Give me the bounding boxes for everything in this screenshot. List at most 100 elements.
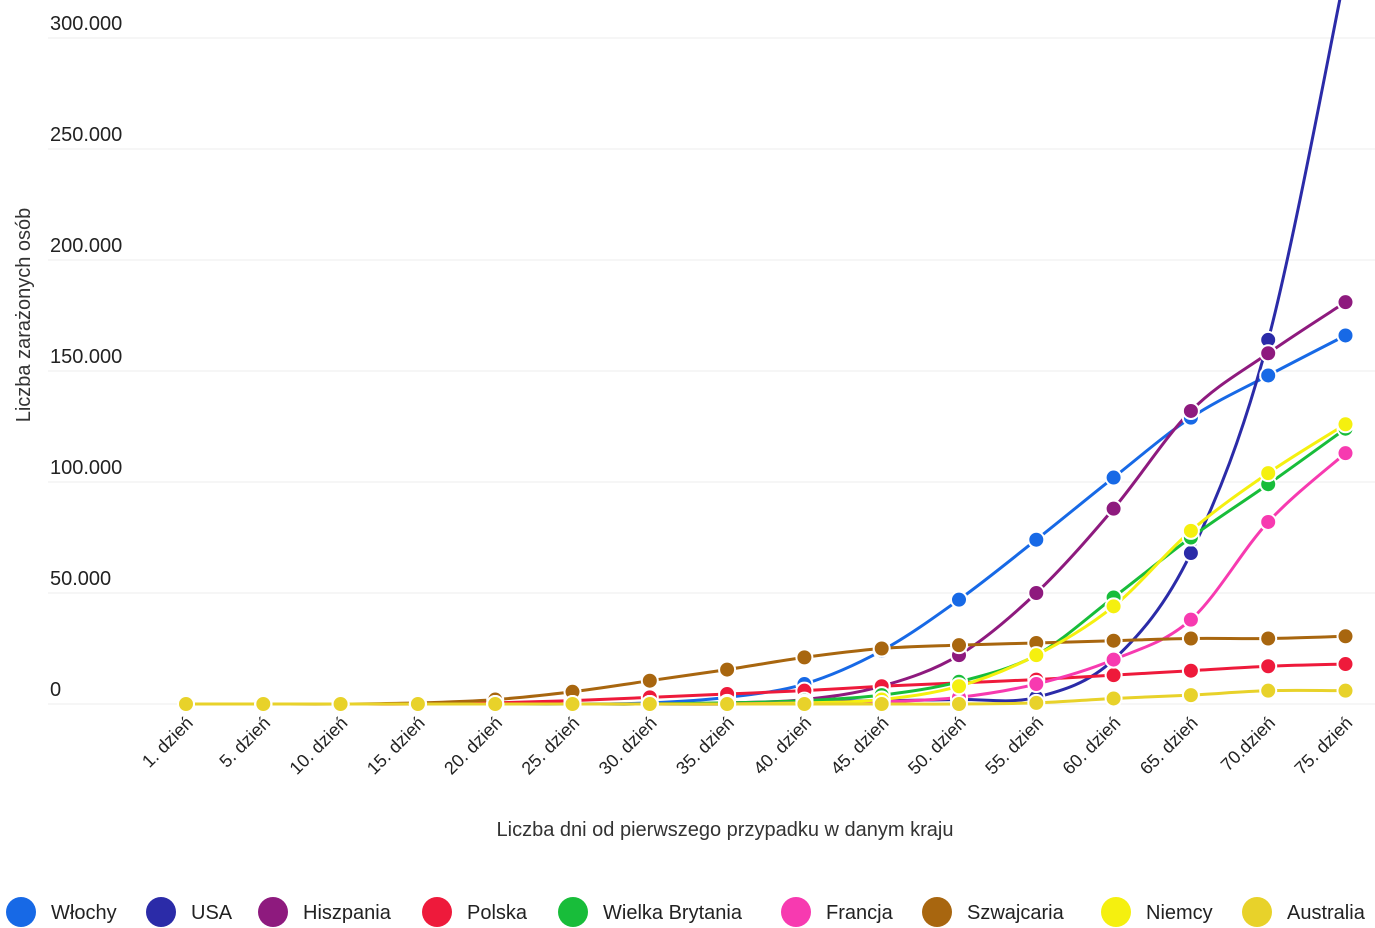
data-point[interactable] (1336, 415, 1355, 434)
x-tick-label: 1. dzień (138, 713, 197, 772)
legend-label[interactable]: Francja (826, 902, 894, 924)
legend-label[interactable]: Polska (467, 902, 528, 924)
y-axis-title: Liczba zarażonych osób (13, 208, 35, 423)
legend-swatch[interactable] (781, 897, 811, 927)
x-tick-label: 5. dzień (215, 713, 274, 772)
data-point[interactable] (1181, 610, 1200, 629)
data-point[interactable] (1027, 584, 1046, 602)
data-point[interactable] (1336, 293, 1355, 312)
legend-label[interactable]: Niemcy (1146, 902, 1213, 924)
data-point[interactable] (1104, 666, 1123, 685)
legend-swatch[interactable] (1101, 897, 1131, 927)
data-point[interactable] (950, 695, 968, 713)
data-point[interactable] (1181, 401, 1200, 420)
x-tick-label: 60. dzień (1059, 713, 1125, 779)
legend-swatch[interactable] (146, 897, 176, 927)
data-point[interactable] (1181, 521, 1200, 540)
data-point[interactable] (254, 695, 273, 713)
data-point[interactable] (872, 639, 891, 658)
legend-swatch[interactable] (6, 897, 36, 927)
data-point[interactable] (486, 695, 505, 713)
data-point[interactable] (1259, 366, 1278, 385)
legend-label[interactable]: Australia (1287, 902, 1366, 924)
x-tick-label: 20. dzień (440, 713, 506, 779)
data-point[interactable] (950, 590, 968, 609)
x-tick-label: 45. dzień (827, 713, 893, 779)
data-point[interactable] (1027, 675, 1046, 694)
data-point[interactable] (640, 695, 659, 713)
x-tick-label: 65. dzień (1136, 713, 1202, 779)
data-point[interactable] (1259, 464, 1278, 483)
x-tick-label: 75. dzień (1291, 713, 1357, 779)
legend-label[interactable]: Szwajcaria (967, 902, 1065, 924)
legend-swatch[interactable] (422, 897, 452, 927)
series-line (185, 662, 1346, 706)
gridlines (48, 37, 1375, 705)
data-point[interactable] (795, 695, 814, 713)
y-tick-label: 150.000 (50, 346, 122, 368)
series-line (185, 452, 1347, 706)
data-point[interactable] (1259, 629, 1278, 648)
data-point[interactable] (1027, 693, 1046, 712)
data-point[interactable] (1336, 681, 1355, 700)
data-point[interactable] (1104, 468, 1123, 487)
data-point[interactable] (1259, 512, 1278, 531)
y-tick-label: 0 (50, 679, 61, 701)
data-point[interactable] (1027, 530, 1046, 549)
legend-swatch[interactable] (922, 897, 952, 927)
legend: Włochy USA Hiszpania Polska Wielka Brytania F… (6, 897, 1366, 927)
y-tick-label: 300.000 (50, 13, 122, 35)
data-point[interactable] (872, 695, 891, 713)
series-line (185, 300, 1347, 706)
data-point[interactable] (640, 671, 659, 690)
data-point[interactable] (1181, 629, 1200, 648)
legend-label[interactable]: Włochy (51, 902, 117, 924)
data-point[interactable] (1181, 686, 1200, 705)
legend-swatch[interactable] (558, 897, 588, 927)
legend-label[interactable]: USA (191, 902, 233, 924)
x-tick-label: 55. dzień (981, 713, 1047, 779)
data-point[interactable] (1259, 657, 1278, 676)
data-point[interactable] (795, 648, 814, 667)
data-point[interactable] (408, 695, 427, 713)
series-line (185, 334, 1347, 706)
series-line (185, 634, 1346, 706)
legend-swatch[interactable] (1242, 897, 1272, 927)
data-point[interactable] (1181, 544, 1200, 563)
data-point[interactable] (1259, 344, 1278, 363)
data-point[interactable] (1027, 646, 1046, 665)
x-tick-label: 70.dzień (1217, 713, 1279, 775)
legend-swatch[interactable] (258, 897, 288, 927)
data-point[interactable] (1104, 631, 1123, 650)
x-axis-title: Liczba dni od pierwszego przypadku w dan… (497, 819, 954, 841)
x-tick-label: 35. dzień (672, 713, 738, 779)
data-point[interactable] (563, 695, 582, 713)
series-line (185, 688, 1346, 706)
data-point[interactable] (177, 695, 195, 713)
y-tick-label: 250.000 (50, 124, 122, 146)
data-point[interactable] (1336, 326, 1355, 345)
data-point[interactable] (1181, 661, 1200, 680)
data-point[interactable] (1104, 597, 1123, 616)
y-axis-ticks: 0 50.000 100.000 150.000 200.000 250.000 300.0… (50, 13, 122, 701)
data-point[interactable] (1336, 444, 1355, 463)
data-point[interactable] (331, 695, 350, 713)
data-point[interactable] (1104, 689, 1123, 708)
data-point[interactable] (1104, 499, 1123, 518)
data-point[interactable] (950, 677, 968, 696)
x-tick-label: 50. dzień (904, 713, 970, 779)
series-line (185, 0, 1342, 706)
series-points (177, 293, 1355, 713)
x-tick-label: 15. dzień (363, 713, 429, 779)
legend-label[interactable]: Wielka Brytania (603, 902, 743, 924)
data-point[interactable] (718, 660, 737, 679)
data-point[interactable] (1259, 681, 1278, 700)
legend-label[interactable]: Hiszpania (303, 902, 392, 924)
data-point[interactable] (1336, 627, 1355, 646)
data-point[interactable] (718, 695, 737, 713)
data-point[interactable] (950, 636, 968, 655)
x-tick-label: 40. dzień (749, 713, 815, 779)
data-point[interactable] (1104, 650, 1123, 669)
data-point[interactable] (1336, 655, 1355, 674)
